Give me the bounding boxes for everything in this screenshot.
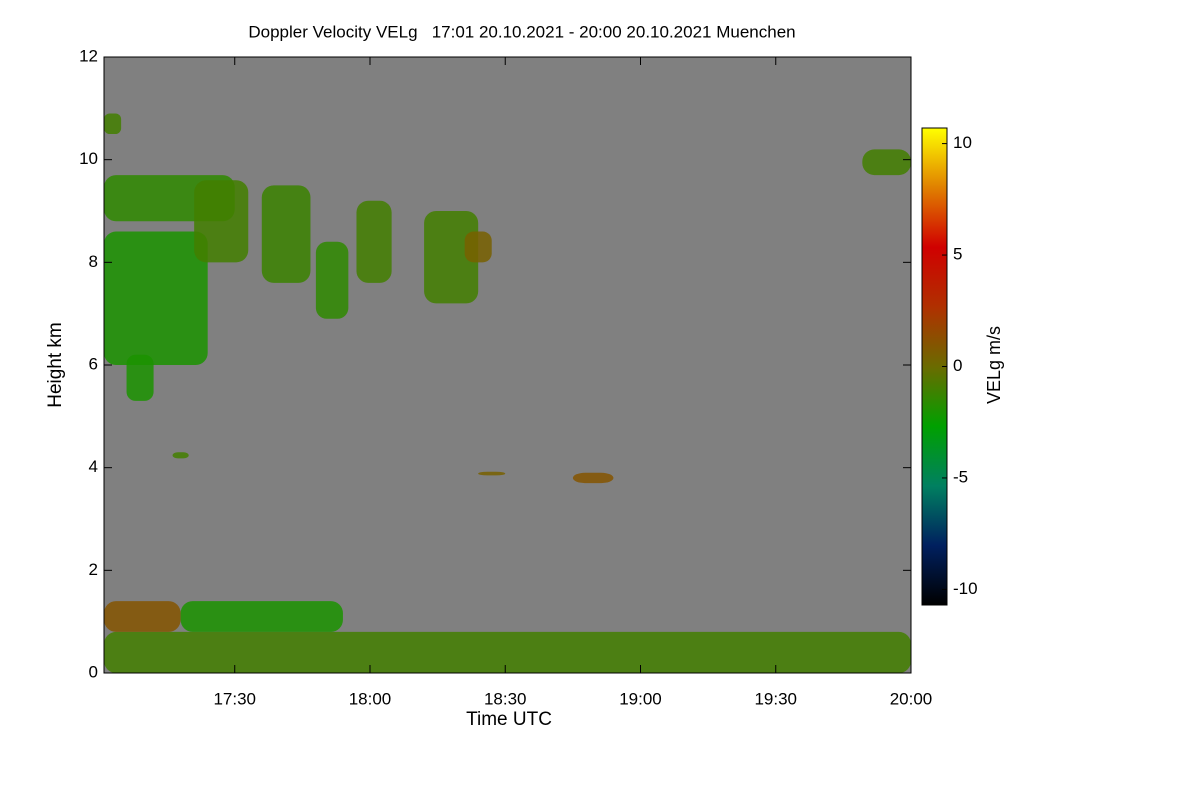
colorbar-label: VELg m/s [984,326,1004,404]
echo [180,601,343,632]
y-tick-label: 10 [79,149,98,168]
y-axis-label: Height km [45,322,66,408]
echo [424,211,479,304]
x-axis-label: Time UTC [466,709,552,730]
echo [315,241,349,319]
x-tick-label: 19:00 [619,689,662,708]
y-tick-label: 6 [89,354,98,373]
echo [104,631,911,673]
echo [104,601,181,632]
echo [104,113,122,134]
echo [464,231,492,263]
chart-title: Doppler Velocity VELg 17:01 20.10.2021 -… [248,22,795,41]
y-tick-label: 4 [89,457,98,476]
plot-background [104,57,911,673]
x-tick-label: 18:30 [484,689,527,708]
colorbar-tick-label: -5 [953,467,968,486]
echo [194,180,249,263]
y-tick-label: 8 [89,252,98,271]
echo [126,354,154,401]
echo [478,471,506,476]
echo [862,149,911,176]
x-tick-label: 20:00 [890,689,933,708]
x-tick-label: 18:00 [349,689,392,708]
echo [261,185,311,283]
y-tick-label: 2 [89,560,98,579]
y-tick-label: 0 [89,662,98,681]
echo [104,231,208,365]
x-tick-label: 19:30 [754,689,797,708]
x-tick-label: 17:30 [213,689,256,708]
y-tick-label: 12 [79,46,98,65]
echoes [104,113,911,673]
echo [172,452,189,459]
colorbar-tick-label: 10 [953,133,972,152]
colorbar-tick-label: 5 [953,245,962,264]
echo [572,472,614,484]
colorbar-tick-label: 0 [953,356,962,375]
echo [356,200,392,283]
colorbar-tick-label: -10 [953,579,978,598]
